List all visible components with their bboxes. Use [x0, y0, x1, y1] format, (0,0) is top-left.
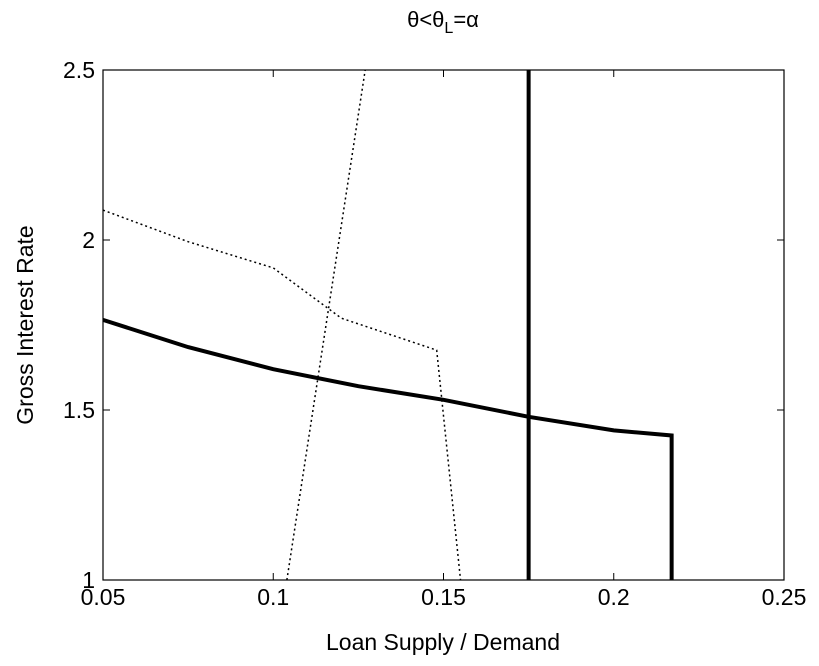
y-tick-label: 1.5 [63, 397, 95, 423]
title-part: =α [453, 7, 479, 32]
y-tick-label: 2.5 [63, 57, 95, 83]
series-line [286, 69, 366, 581]
y-axis-label: Gross Interest Rate [12, 225, 38, 424]
title-subscript: L [444, 20, 453, 37]
x-tick-label: 0.25 [762, 584, 807, 610]
x-tick-label: 0.1 [257, 584, 289, 610]
chart-title: θ<θL=α [407, 7, 479, 37]
x-tick-label: 0.05 [81, 584, 126, 610]
y-tick-label: 2 [82, 227, 95, 253]
series-line [102, 317, 674, 580]
series-line [102, 209, 462, 581]
title-part: θ<θ [407, 7, 444, 32]
x-tick-label: 0.2 [598, 584, 630, 610]
x-tick-label: 0.15 [421, 584, 466, 610]
y-tick-label: 1 [82, 567, 95, 593]
x-axis-label: Loan Supply / Demand [326, 629, 560, 655]
